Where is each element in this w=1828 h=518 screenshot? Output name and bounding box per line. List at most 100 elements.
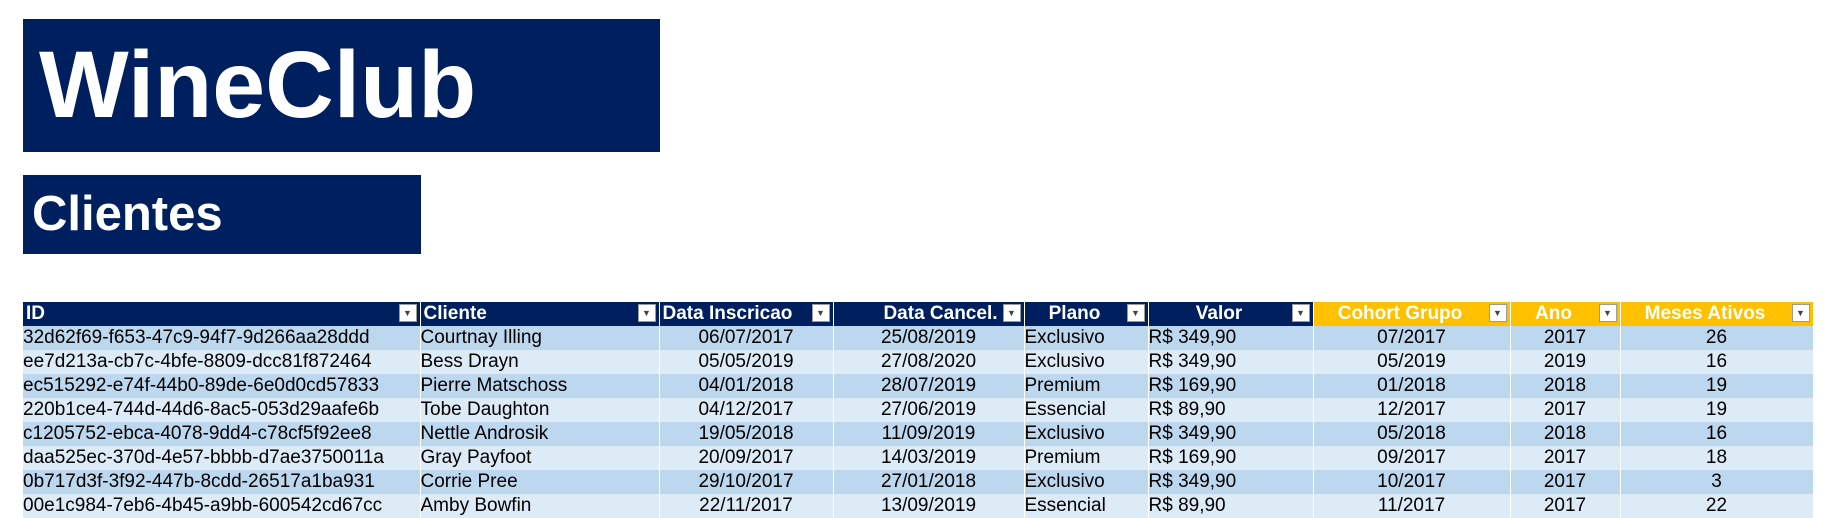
column-header-cohort-grupo[interactable]: Cohort Grupo ▼ <box>1313 302 1511 326</box>
table-row[interactable]: 220b1ce4-744d-44d6-8ac5-053d29aafe6b Tob… <box>23 398 1814 422</box>
column-header-data-cancel[interactable]: Data Cancel. ▼ <box>833 302 1025 326</box>
cell-ano[interactable]: 2017 <box>1510 398 1621 422</box>
cell-data-cancel[interactable]: 11/09/2019 <box>833 422 1025 446</box>
cell-ano[interactable]: 2019 <box>1510 350 1621 374</box>
column-header-meses-ativos[interactable]: Meses Ativos ▼ <box>1620 302 1814 326</box>
column-header-cliente[interactable]: Cliente ▼ <box>420 302 660 326</box>
cell-ano[interactable]: 2017 <box>1510 470 1621 494</box>
table-row[interactable]: 0b717d3f-3f92-447b-8cdd-26517a1ba931 Cor… <box>23 470 1814 494</box>
cell-cliente[interactable]: Tobe Daughton <box>420 398 660 422</box>
cell-valor[interactable]: R$ 169,90 <box>1148 374 1314 398</box>
cell-cohort[interactable]: 05/2018 <box>1313 422 1511 446</box>
cell-id[interactable]: 00e1c984-7eb6-4b45-a9bb-600542cd67cc <box>23 494 421 518</box>
cell-cohort[interactable]: 07/2017 <box>1313 326 1511 350</box>
cell-data-cancel[interactable]: 13/09/2019 <box>833 494 1025 518</box>
cell-data-cancel[interactable]: 27/01/2018 <box>833 470 1025 494</box>
cell-id[interactable]: c1205752-ebca-4078-9dd4-c78cf5f92ee8 <box>23 422 421 446</box>
dropdown-arrow-icon[interactable]: ▼ <box>637 304 656 322</box>
dropdown-arrow-icon[interactable]: ▼ <box>1002 304 1021 322</box>
cell-valor[interactable]: R$ 349,90 <box>1148 350 1314 374</box>
cell-meses-ativos[interactable]: 18 <box>1620 446 1814 470</box>
cell-id[interactable]: 32d62f69-f653-47c9-94f7-9d266aa28ddd <box>23 326 421 350</box>
column-header-valor[interactable]: Valor ▼ <box>1148 302 1314 326</box>
cell-cliente[interactable]: Bess Drayn <box>420 350 660 374</box>
cell-cliente[interactable]: Amby Bowfin <box>420 494 660 518</box>
cell-data-inscricao[interactable]: 29/10/2017 <box>659 470 834 494</box>
cell-cohort[interactable]: 11/2017 <box>1313 494 1511 518</box>
table-row[interactable]: daa525ec-370d-4e57-bbbb-d7ae3750011a Gra… <box>23 446 1814 470</box>
cell-data-cancel[interactable]: 28/07/2019 <box>833 374 1025 398</box>
cell-data-inscricao[interactable]: 05/05/2019 <box>659 350 834 374</box>
cell-meses-ativos[interactable]: 16 <box>1620 350 1814 374</box>
cell-plano[interactable]: Exclusivo <box>1024 326 1149 350</box>
cell-data-cancel[interactable]: 27/08/2020 <box>833 350 1025 374</box>
cell-ano[interactable]: 2017 <box>1510 326 1621 350</box>
column-header-data-inscricao[interactable]: Data Inscricao ▼ <box>659 302 834 326</box>
cell-plano[interactable]: Exclusivo <box>1024 470 1149 494</box>
dropdown-arrow-icon[interactable]: ▼ <box>1291 304 1310 322</box>
cell-valor[interactable]: R$ 169,90 <box>1148 446 1314 470</box>
cell-data-cancel[interactable]: 14/03/2019 <box>833 446 1025 470</box>
cell-cliente[interactable]: Courtnay Illing <box>420 326 660 350</box>
cell-id[interactable]: daa525ec-370d-4e57-bbbb-d7ae3750011a <box>23 446 421 470</box>
cell-ano[interactable]: 2017 <box>1510 446 1621 470</box>
dropdown-arrow-icon[interactable]: ▼ <box>811 304 830 322</box>
cell-cliente[interactable]: Pierre Matschoss <box>420 374 660 398</box>
cell-id[interactable]: 220b1ce4-744d-44d6-8ac5-053d29aafe6b <box>23 398 421 422</box>
cell-plano[interactable]: Exclusivo <box>1024 422 1149 446</box>
column-header-ano[interactable]: Ano ▼ <box>1510 302 1621 326</box>
cell-plano[interactable]: Essencial <box>1024 398 1149 422</box>
column-header-label: Cliente <box>423 303 487 324</box>
cell-valor[interactable]: R$ 349,90 <box>1148 470 1314 494</box>
table-row[interactable]: 00e1c984-7eb6-4b45-a9bb-600542cd67cc Amb… <box>23 494 1814 518</box>
cell-cohort[interactable]: 09/2017 <box>1313 446 1511 470</box>
dropdown-arrow-icon[interactable]: ▼ <box>398 304 417 322</box>
cell-data-cancel[interactable]: 27/06/2019 <box>833 398 1025 422</box>
cell-ano[interactable]: 2018 <box>1510 422 1621 446</box>
cell-meses-ativos[interactable]: 19 <box>1620 398 1814 422</box>
cell-plano[interactable]: Exclusivo <box>1024 350 1149 374</box>
cell-valor[interactable]: R$ 89,90 <box>1148 494 1314 518</box>
cell-id[interactable]: ee7d213a-cb7c-4bfe-8809-dcc81f872464 <box>23 350 421 374</box>
cell-ano[interactable]: 2017 <box>1510 494 1621 518</box>
cell-meses-ativos[interactable]: 19 <box>1620 374 1814 398</box>
cell-cohort[interactable]: 01/2018 <box>1313 374 1511 398</box>
cell-plano[interactable]: Premium <box>1024 374 1149 398</box>
cell-cohort[interactable]: 10/2017 <box>1313 470 1511 494</box>
cell-meses-ativos[interactable]: 26 <box>1620 326 1814 350</box>
cell-plano[interactable]: Essencial <box>1024 494 1149 518</box>
cell-meses-ativos[interactable]: 22 <box>1620 494 1814 518</box>
cell-data-inscricao[interactable]: 22/11/2017 <box>659 494 834 518</box>
cell-meses-ativos[interactable]: 16 <box>1620 422 1814 446</box>
cell-data-inscricao[interactable]: 04/12/2017 <box>659 398 834 422</box>
dropdown-arrow-icon[interactable]: ▼ <box>1126 304 1145 322</box>
dropdown-arrow-icon[interactable]: ▼ <box>1488 304 1507 322</box>
cell-valor[interactable]: R$ 89,90 <box>1148 398 1314 422</box>
cell-data-inscricao[interactable]: 06/07/2017 <box>659 326 834 350</box>
table-row[interactable]: ee7d213a-cb7c-4bfe-8809-dcc81f872464 Bes… <box>23 350 1814 374</box>
cell-data-inscricao[interactable]: 04/01/2018 <box>659 374 834 398</box>
table-row[interactable]: c1205752-ebca-4078-9dd4-c78cf5f92ee8 Net… <box>23 422 1814 446</box>
column-header-plano[interactable]: Plano ▼ <box>1024 302 1149 326</box>
cell-data-cancel[interactable]: 25/08/2019 <box>833 326 1025 350</box>
cell-cliente[interactable]: Gray Payfoot <box>420 446 660 470</box>
dropdown-arrow-icon[interactable]: ▼ <box>1791 304 1810 322</box>
dropdown-arrow-icon[interactable]: ▼ <box>1598 304 1617 322</box>
cell-meses-ativos[interactable]: 3 <box>1620 470 1814 494</box>
cell-valor[interactable]: R$ 349,90 <box>1148 326 1314 350</box>
table-row[interactable]: 32d62f69-f653-47c9-94f7-9d266aa28ddd Cou… <box>23 326 1814 350</box>
cell-data-inscricao[interactable]: 19/05/2018 <box>659 422 834 446</box>
cell-cliente[interactable]: Nettle Androsik <box>420 422 660 446</box>
cell-cohort[interactable]: 05/2019 <box>1313 350 1511 374</box>
cell-id[interactable]: 0b717d3f-3f92-447b-8cdd-26517a1ba931 <box>23 470 421 494</box>
column-header-id[interactable]: ID ▼ <box>23 302 421 326</box>
cell-cliente[interactable]: Corrie Pree <box>420 470 660 494</box>
cell-plano[interactable]: Premium <box>1024 446 1149 470</box>
cell-id[interactable]: ec515292-e74f-44b0-89de-6e0d0cd57833 <box>23 374 421 398</box>
table-row[interactable]: ec515292-e74f-44b0-89de-6e0d0cd57833 Pie… <box>23 374 1814 398</box>
cell-ano[interactable]: 2018 <box>1510 374 1621 398</box>
cell-data-inscricao[interactable]: 20/09/2017 <box>659 446 834 470</box>
column-header-label: ID <box>26 303 45 324</box>
cell-valor[interactable]: R$ 349,90 <box>1148 422 1314 446</box>
cell-cohort[interactable]: 12/2017 <box>1313 398 1511 422</box>
